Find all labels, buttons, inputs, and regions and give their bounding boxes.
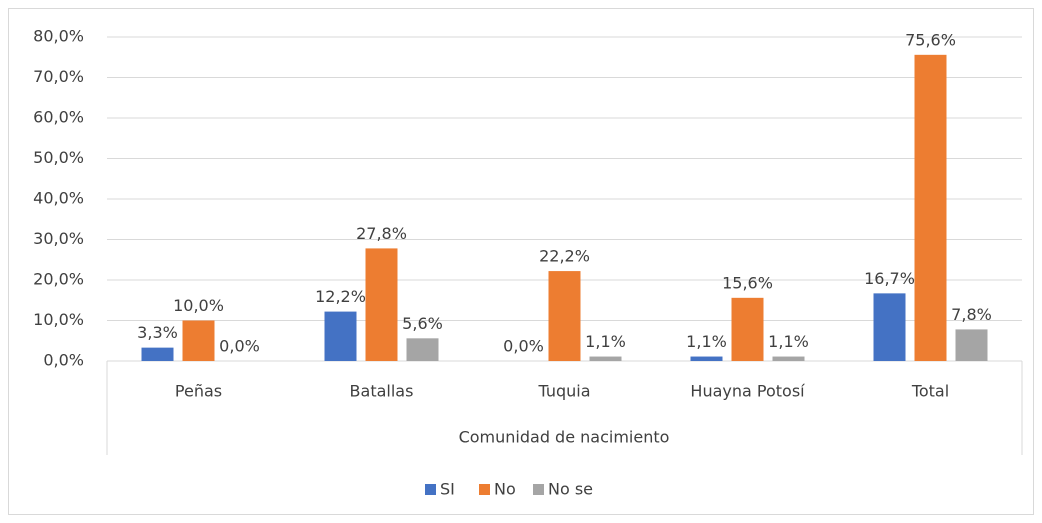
bar: [731, 297, 764, 361]
bar: [690, 356, 723, 361]
legend-swatch: [479, 484, 490, 495]
bar: [141, 347, 174, 361]
data-label: 75,6%: [905, 30, 956, 49]
data-label: 22,2%: [539, 247, 590, 266]
y-tick-label: 40,0%: [33, 189, 84, 208]
data-label: 1,1%: [768, 332, 809, 351]
legend-label: No se: [548, 480, 593, 499]
y-tick-label: 0,0%: [43, 351, 84, 370]
data-label: 27,8%: [356, 224, 407, 243]
data-label: 1,1%: [585, 332, 626, 351]
legend-label: No: [494, 480, 516, 499]
bar: [955, 329, 988, 361]
data-label: 0,0%: [219, 337, 260, 356]
bar: [406, 338, 439, 361]
legend-swatch: [533, 484, 544, 495]
bar: [873, 293, 906, 361]
bar: [772, 356, 805, 361]
data-label: 7,8%: [951, 305, 992, 324]
data-label: 0,0%: [503, 337, 544, 356]
bar: [589, 356, 622, 361]
x-tick-label: Tuquia: [537, 382, 590, 401]
y-tick-label: 80,0%: [33, 27, 84, 46]
y-tick-label: 50,0%: [33, 148, 84, 167]
bar: [182, 320, 215, 361]
data-label: 16,7%: [864, 269, 915, 288]
bar: [365, 248, 398, 361]
y-tick-label: 60,0%: [33, 108, 84, 127]
legend-swatch: [425, 484, 436, 495]
data-label: 3,3%: [137, 323, 178, 342]
y-tick-label: 30,0%: [33, 229, 84, 248]
data-label: 15,6%: [722, 273, 773, 292]
y-tick-label: 10,0%: [33, 310, 84, 329]
data-label: 12,2%: [315, 287, 366, 306]
data-label: 1,1%: [686, 332, 727, 351]
x-tick-label: Batallas: [350, 382, 414, 401]
chart-border: [8, 8, 1034, 515]
x-tick-label: Peñas: [175, 382, 222, 401]
bar: [914, 54, 947, 361]
bar: [324, 311, 357, 361]
x-tick-label: Huayna Potosí: [690, 382, 805, 401]
data-label: 10,0%: [173, 296, 224, 315]
y-tick-label: 20,0%: [33, 270, 84, 289]
x-tick-label: Total: [911, 382, 949, 401]
bar: [548, 271, 581, 361]
data-label: 5,6%: [402, 314, 443, 333]
y-tick-label: 70,0%: [33, 67, 84, 86]
legend-label: SI: [440, 480, 455, 499]
x-axis-title: Comunidad de nacimiento: [459, 428, 670, 447]
